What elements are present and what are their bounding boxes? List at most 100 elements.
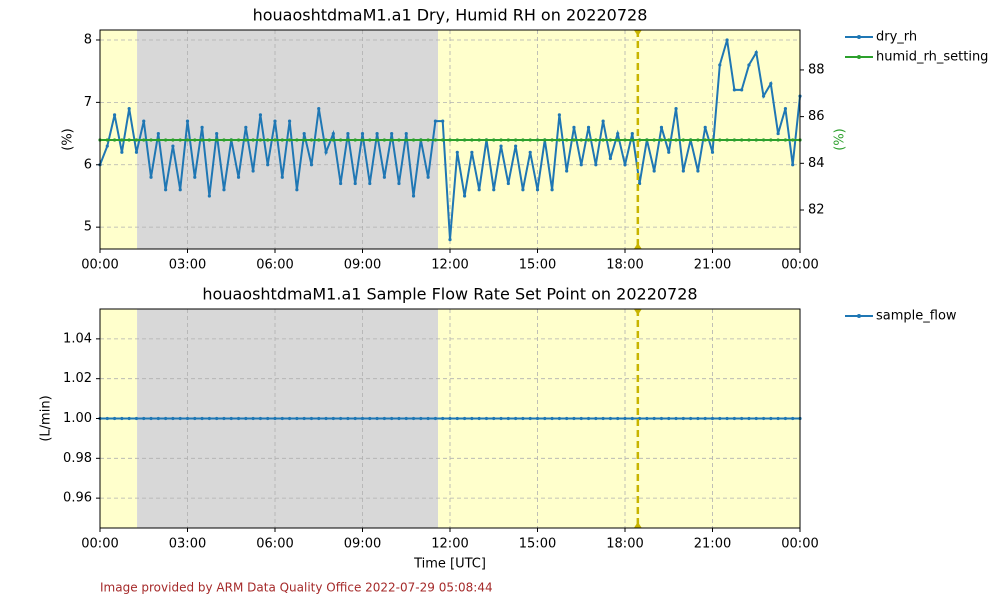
x-tick-label: 09:00 (344, 537, 381, 552)
data-point (645, 416, 649, 421)
data-point (331, 131, 335, 136)
data-point (346, 416, 350, 421)
data-point (565, 416, 569, 421)
data-point (215, 416, 219, 421)
data-point (360, 416, 365, 421)
data-point (236, 416, 241, 421)
data-point (353, 181, 357, 186)
data-point (287, 119, 292, 123)
data-point (703, 416, 707, 421)
footer: Image provided by ARM Data Quality Offic… (100, 581, 493, 595)
data-point (492, 188, 496, 192)
data-point (426, 416, 430, 421)
data-point (470, 150, 474, 154)
data-point (382, 416, 386, 421)
data-point (222, 138, 226, 142)
data-point (572, 138, 576, 142)
data-point (747, 416, 751, 421)
data-point (506, 416, 510, 421)
data-point (659, 125, 664, 129)
data-point (455, 150, 459, 154)
data-point (477, 188, 481, 192)
data-point (222, 416, 226, 421)
data-point (215, 138, 219, 142)
data-point (776, 131, 780, 136)
data-point (171, 416, 175, 421)
data-point (149, 138, 153, 142)
data-point (769, 416, 773, 421)
data-point (164, 138, 168, 142)
data-point (718, 138, 722, 142)
data-point (623, 163, 627, 167)
y-tick-label: 0.98 (63, 451, 92, 466)
x-tick-label: 21:00 (694, 258, 731, 273)
data-point (448, 416, 452, 421)
data-point (207, 416, 211, 421)
data-point (470, 416, 474, 421)
data-point (236, 138, 241, 142)
data-point (244, 125, 248, 129)
data-point (368, 181, 372, 186)
data-point (309, 163, 314, 167)
data-point (703, 138, 707, 142)
data-point (586, 416, 591, 421)
data-point (185, 138, 190, 142)
data-point (528, 416, 532, 421)
legend-label: dry_rh (876, 30, 917, 45)
data-point (419, 138, 423, 142)
data-point (667, 150, 671, 154)
data-point (127, 138, 131, 142)
data-point (667, 416, 671, 421)
data-point (360, 131, 365, 136)
data-point (295, 188, 299, 192)
data-point (397, 138, 401, 142)
data-point (681, 138, 685, 142)
chart-title: houaoshtdmaM1.a1 Dry, Humid RH on 202207… (253, 6, 648, 25)
data-point (732, 138, 736, 142)
data-point (783, 416, 788, 421)
data-point (448, 238, 452, 242)
data-point (229, 416, 233, 421)
data-point (222, 188, 226, 192)
data-point (579, 416, 583, 421)
data-point (251, 416, 255, 421)
data-point (200, 138, 204, 142)
data-point (324, 138, 328, 142)
data-point (134, 150, 139, 154)
legend-label: humid_rh_setting (876, 50, 988, 65)
data-point (572, 125, 576, 129)
data-point (681, 416, 685, 421)
data-point (608, 416, 613, 421)
data-point (324, 150, 328, 154)
data-point (317, 416, 321, 421)
data-point (455, 416, 459, 421)
x-tick-label: 03:00 (169, 537, 206, 552)
data-point (317, 138, 321, 142)
x-tick-label: 18:00 (606, 258, 643, 273)
y-tick-label: 1.02 (63, 371, 92, 386)
data-point (616, 131, 620, 136)
x-tick-label: 15:00 (519, 537, 556, 552)
data-point (484, 416, 489, 421)
data-point (134, 138, 139, 142)
data-point (178, 188, 182, 192)
x-tick-label: 06:00 (256, 537, 293, 552)
data-point (302, 131, 306, 136)
x-tick-label: 21:00 (694, 537, 731, 552)
y-axis-label: (L/min) (39, 395, 54, 441)
data-point (470, 138, 474, 142)
data-point (426, 138, 430, 142)
data-point (696, 169, 700, 173)
data-point (565, 138, 569, 142)
data-point (601, 416, 605, 421)
data-point (747, 138, 751, 142)
data-point (718, 63, 722, 67)
data-point (725, 38, 729, 42)
data-point (266, 416, 270, 421)
data-point (689, 138, 693, 142)
x-tick-label: 00:00 (781, 258, 818, 273)
data-point (142, 416, 146, 421)
data-point (433, 138, 438, 142)
data-point (390, 138, 394, 142)
x-tick-label: 00:00 (781, 537, 818, 552)
